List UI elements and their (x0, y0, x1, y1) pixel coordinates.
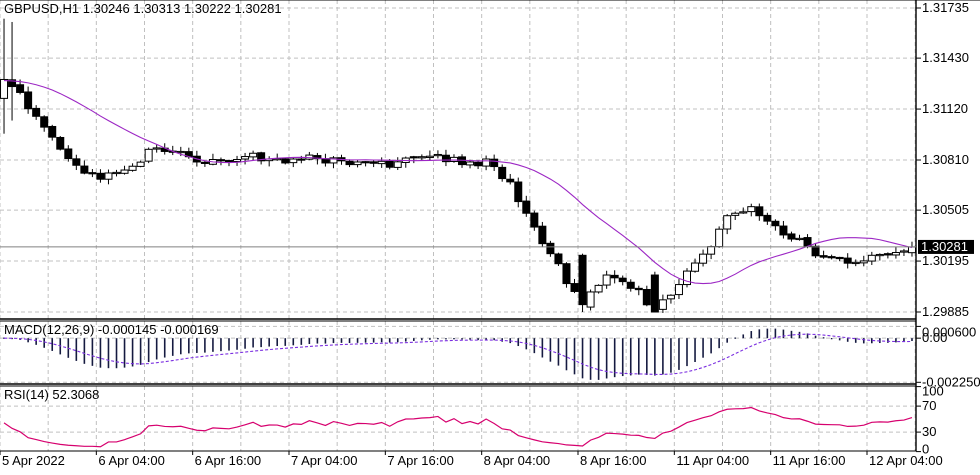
svg-text:11 Apr 04:00: 11 Apr 04:00 (676, 453, 749, 468)
svg-text:70: 70 (922, 398, 936, 413)
svg-text:1.31735: 1.31735 (922, 0, 969, 15)
svg-text:7 Apr 16:00: 7 Apr 16:00 (387, 453, 454, 468)
svg-text:1.31120: 1.31120 (922, 101, 968, 116)
svg-text:8 Apr 04:00: 8 Apr 04:00 (484, 453, 551, 468)
svg-text:0.00: 0.00 (922, 330, 947, 345)
svg-text:GBPUSD,H1 1.30246 1.30313 1.: GBPUSD,H1 1.30246 1.30313 1.30222 1.3028… (4, 1, 282, 16)
svg-text:100: 100 (922, 384, 944, 399)
svg-text:1.30810: 1.30810 (922, 152, 969, 167)
svg-text:7 Apr 04:00: 7 Apr 04:00 (291, 453, 358, 468)
svg-text:1.30195: 1.30195 (922, 253, 969, 268)
svg-text:12 Apr 04:00: 12 Apr 04:00 (869, 453, 943, 468)
svg-text:6 Apr 16:00: 6 Apr 16:00 (195, 453, 261, 468)
svg-text:1.30505: 1.30505 (922, 202, 969, 217)
svg-text:1.31430: 1.31430 (922, 50, 969, 65)
svg-text:1.29885: 1.29885 (922, 304, 969, 319)
svg-text:5 Apr 2022: 5 Apr 2022 (2, 453, 65, 468)
svg-text:11 Apr 16:00: 11 Apr 16:00 (773, 453, 846, 468)
svg-text:6 Apr 04:00: 6 Apr 04:00 (98, 453, 165, 468)
svg-text:MACD(12,26,9) -0.000145 -0.000: MACD(12,26,9) -0.000145 -0.000169 (4, 322, 219, 337)
svg-text:RSI(14) 52.3068: RSI(14) 52.3068 (4, 387, 99, 402)
svg-text:1.30281: 1.30281 (921, 239, 968, 254)
svg-text:8 Apr 16:00: 8 Apr 16:00 (580, 453, 647, 468)
svg-text:30: 30 (922, 424, 936, 439)
